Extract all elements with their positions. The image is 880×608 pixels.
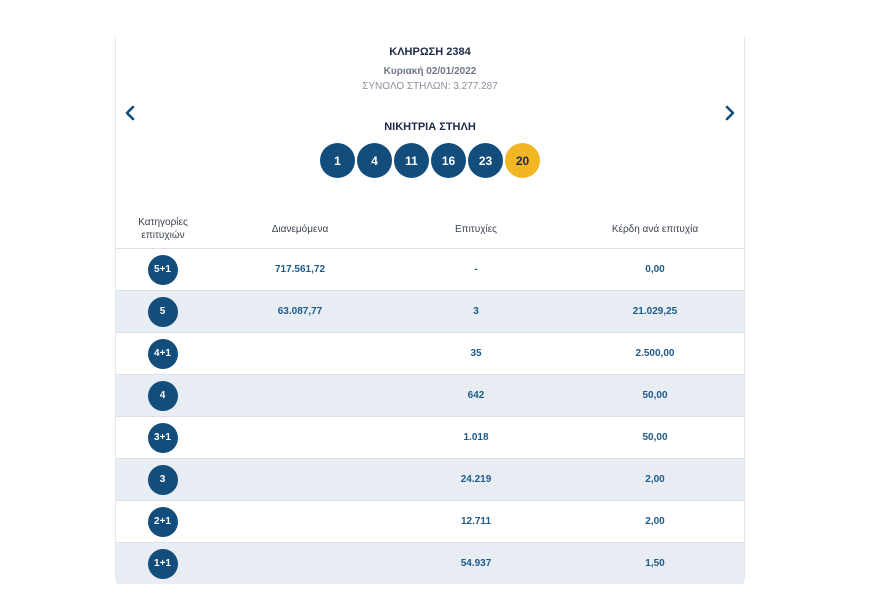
winners-value: 24.219 bbox=[460, 474, 492, 485]
prize-value: 0,00 bbox=[645, 264, 665, 275]
category-badge: 1+1 bbox=[147, 548, 178, 579]
prize-value: 2,00 bbox=[645, 474, 665, 485]
category-badge: 3+1 bbox=[147, 422, 178, 453]
header-categories: Κατηγορίες επιτυχιών bbox=[138, 217, 188, 241]
draw-title: ΚΛΗΡΩΣΗ 2384 bbox=[389, 46, 471, 58]
category-badge: 5+1 bbox=[147, 254, 178, 285]
winners-value: 35 bbox=[470, 348, 482, 359]
table-row: 4 642 50,00 bbox=[116, 374, 744, 416]
category-badge: 3 bbox=[147, 464, 178, 495]
distributed-value bbox=[240, 543, 360, 584]
distributed-value bbox=[240, 417, 360, 458]
header-prize-per-winner: Κέρδη ανά επιτυχία bbox=[611, 223, 699, 235]
winning-numbers: 1 4 11 16 23 20 bbox=[116, 143, 744, 178]
draw-results-panel: ΚΛΗΡΩΣΗ 2384 Κυριακή 02/01/2022 ΣΥΝΟΛΟ Σ… bbox=[115, 36, 745, 584]
draw-total-columns: ΣΥΝΟΛΟ ΣΤΗΛΩΝ: 3.277.287 bbox=[362, 81, 498, 92]
header-winners: Επιτυχίες bbox=[455, 223, 497, 235]
chevron-right-icon bbox=[725, 105, 735, 121]
winning-number-ball: 11 bbox=[394, 143, 429, 178]
joker-number-ball: 20 bbox=[505, 143, 540, 178]
winning-number-ball: 1 bbox=[320, 143, 355, 178]
winning-column-label: ΝΙΚΗΤΡΙΑ ΣΤΗΛΗ bbox=[384, 121, 476, 133]
winning-number-ball: 23 bbox=[468, 143, 503, 178]
winners-value: 54.937 bbox=[460, 558, 492, 569]
chevron-left-icon bbox=[125, 105, 135, 121]
distributed-value: 717.561,72 bbox=[274, 264, 326, 275]
distributed-value bbox=[240, 375, 360, 416]
distributed-value bbox=[240, 333, 360, 374]
category-badge: 5 bbox=[147, 296, 178, 327]
table-row: 3 24.219 2,00 bbox=[116, 458, 744, 500]
winning-number-ball: 16 bbox=[431, 143, 466, 178]
prize-value: 50,00 bbox=[642, 432, 668, 443]
category-badge: 2+1 bbox=[147, 506, 178, 537]
winning-number-ball: 4 bbox=[357, 143, 392, 178]
results-table-body: 5+1 717.561,72 - 0,00 5 63.087,77 3 21.0… bbox=[116, 248, 744, 584]
category-badge: 4+1 bbox=[147, 338, 178, 369]
prize-value: 50,00 bbox=[642, 390, 668, 401]
distributed-value bbox=[240, 501, 360, 542]
prize-value: 2,00 bbox=[645, 516, 665, 527]
previous-draw-button[interactable] bbox=[120, 102, 140, 124]
results-table-header: Κατηγορίες επιτυχιών Διανεμόμενα Επιτυχί… bbox=[116, 211, 744, 247]
distributed-value: 63.087,77 bbox=[277, 306, 323, 317]
prize-value: 21.029,25 bbox=[632, 306, 678, 317]
winners-value: - bbox=[474, 264, 478, 275]
winners-value: 3 bbox=[473, 306, 479, 317]
winners-value: 642 bbox=[467, 390, 485, 401]
table-row: 4+1 35 2.500,00 bbox=[116, 332, 744, 374]
draw-date: Κυριακή 02/01/2022 bbox=[383, 66, 477, 77]
winners-value: 12.711 bbox=[460, 516, 492, 527]
table-row: 3+1 1.018 50,00 bbox=[116, 416, 744, 458]
header-distributed: Διανεμόμενα bbox=[271, 223, 329, 235]
table-row: 2+1 12.711 2,00 bbox=[116, 500, 744, 542]
category-badge: 4 bbox=[147, 380, 178, 411]
prize-value: 1,50 bbox=[645, 558, 665, 569]
distributed-value bbox=[240, 459, 360, 500]
winners-value: 1.018 bbox=[463, 432, 489, 443]
next-draw-button[interactable] bbox=[720, 102, 740, 124]
table-row: 1+1 54.937 1,50 bbox=[116, 542, 744, 584]
table-row: 5+1 717.561,72 - 0,00 bbox=[116, 248, 744, 290]
prize-value: 2.500,00 bbox=[635, 348, 675, 359]
table-row: 5 63.087,77 3 21.029,25 bbox=[116, 290, 744, 332]
